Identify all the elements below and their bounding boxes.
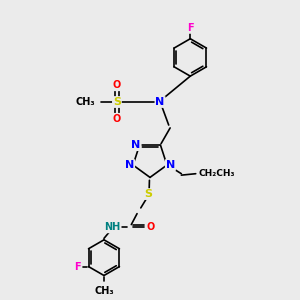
- Text: S: S: [113, 97, 121, 107]
- Text: CH₃: CH₃: [75, 97, 95, 107]
- Text: N: N: [155, 97, 165, 107]
- Text: NH: NH: [104, 223, 121, 232]
- Text: F: F: [74, 262, 81, 272]
- Text: F: F: [187, 23, 194, 33]
- Text: N: N: [125, 160, 134, 170]
- Text: S: S: [145, 189, 153, 199]
- Text: N: N: [166, 160, 175, 170]
- Text: O: O: [146, 223, 155, 232]
- Text: CH₃: CH₃: [94, 286, 114, 296]
- Text: O: O: [113, 114, 121, 124]
- Text: N: N: [131, 140, 141, 150]
- Text: O: O: [113, 80, 121, 90]
- Text: CH₂CH₃: CH₂CH₃: [199, 169, 235, 178]
